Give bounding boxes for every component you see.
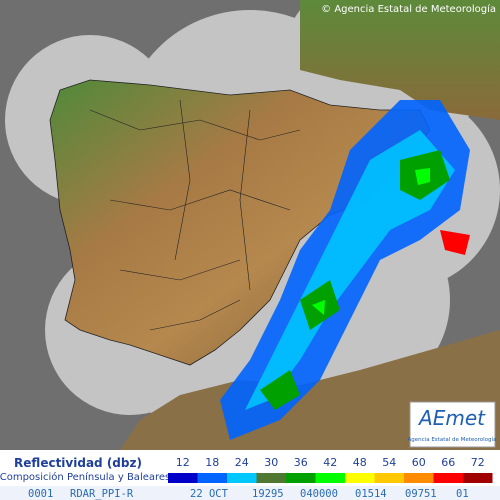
logo-subtitle: Agencia Estatal de Meteorología [408,436,497,443]
footer-field: 0001 [28,488,53,500]
legend-swatch [345,473,375,483]
legend-swatch [374,473,404,483]
legend-swatch [197,473,227,483]
legend-swatch [256,473,286,483]
legend-value: 30 [264,456,278,469]
legend-value: 54 [382,456,396,469]
legend-value: 18 [205,456,219,469]
legend-value: 72 [471,456,485,469]
legend-swatch [404,473,434,483]
legend-value: 36 [294,456,308,469]
legend-swatch [168,473,198,483]
radar-echoes [220,100,470,440]
legend-swatch [315,473,345,483]
legend-value: 60 [412,456,426,469]
footer-field: 22 OCT [190,488,229,500]
legend-swatch [227,473,257,483]
footer-field: RDAR_PPI-R [70,488,134,500]
legend-title: Reflectividad (dbz) [14,456,142,470]
legend-swatch [463,473,493,483]
legend-value: 66 [441,456,455,469]
footer-field: 09751 [405,488,437,500]
legend-value: 24 [235,456,249,469]
logo-box [409,401,496,448]
footer-field: 040000 [300,488,338,500]
footer-field: 01514 [355,488,387,500]
footer-field: 01 [456,488,469,500]
legend-swatch [286,473,316,483]
legend-subtitle: Composición Península y Baleares [0,471,170,483]
footer-field: 19295 [252,488,284,500]
legend-value: 12 [176,456,190,469]
logo: AEmet [417,406,486,430]
legend-value: 42 [323,456,337,469]
legend-value: 48 [353,456,367,469]
copyright: © Agencia Estatal de Meteorología [321,3,496,15]
borders [89,99,301,331]
footer-strip [0,486,500,500]
iberia [49,79,431,366]
legend-swatch [433,473,463,483]
france [300,0,500,120]
